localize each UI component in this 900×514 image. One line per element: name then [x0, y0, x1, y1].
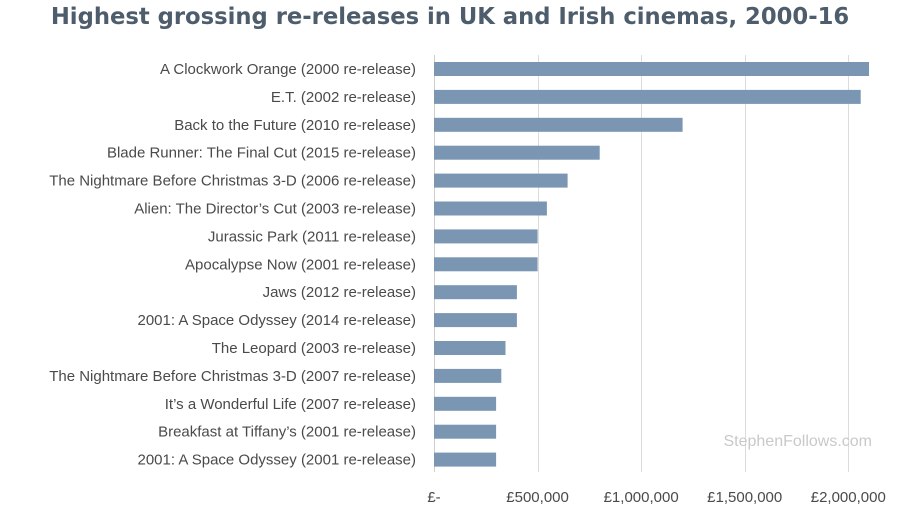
watermark: StephenFollows.com — [723, 433, 872, 450]
x-tick-label: £1,000,000 — [604, 489, 679, 506]
bar — [434, 368, 502, 383]
bar — [434, 285, 517, 300]
category-label: Back to the Future (2010 re-release) — [174, 117, 416, 134]
bar — [434, 173, 568, 188]
category-label: E.T. (2002 re-release) — [271, 89, 416, 106]
x-tick-label: £2,000,000 — [811, 489, 886, 506]
category-label: Jaws (2012 re-release) — [263, 284, 416, 301]
category-label: Alien: The Director’s Cut (2003 re-relea… — [134, 201, 416, 218]
category-label: Blade Runner: The Final Cut (2015 re-rel… — [107, 145, 416, 162]
bar — [434, 89, 861, 104]
x-tick-label: £500,000 — [506, 489, 569, 506]
bar — [434, 341, 506, 355]
bar — [434, 424, 497, 439]
category-label: The Nightmare Before Christmas 3-D (2007… — [49, 368, 416, 385]
category-label: Breakfast at Tiffany’s (2001 re-release) — [158, 424, 416, 441]
bar — [434, 229, 538, 244]
category-label: 2001: A Space Odyssey (2001 re-release) — [138, 452, 417, 469]
bars — [434, 62, 869, 467]
bar — [434, 62, 869, 76]
category-label: Jurassic Park (2011 re-release) — [208, 228, 416, 245]
category-labels: A Clockwork Orange (2000 re-release) E.T.… — [49, 61, 416, 469]
bar — [434, 313, 517, 328]
category-label: The Nightmare Before Christmas 3-D (2006… — [49, 173, 416, 190]
x-axis-tick-labels: £- £500,000 £1,000,000 £1,500,000 £2,000,000 — [427, 489, 885, 506]
bar — [434, 201, 547, 216]
category-label: The Leopard (2003 re-release) — [212, 340, 416, 357]
category-label: Apocalypse Now (2001 re-release) — [185, 256, 416, 273]
chart-title: Highest grossing re-releases in UK and I… — [50, 4, 850, 30]
category-label: 2001: A Space Odyssey (2014 re-release) — [138, 312, 417, 329]
bar — [434, 396, 497, 411]
bar — [434, 452, 497, 467]
x-tick-label: £- — [427, 489, 440, 506]
x-tick-label: £1,500,000 — [707, 489, 782, 506]
category-label: It’s a Wonderful Life (2007 re-release) — [165, 396, 416, 413]
bar — [434, 117, 683, 132]
category-label: A Clockwork Orange (2000 re-release) — [160, 61, 416, 78]
bar — [434, 145, 600, 160]
bar — [434, 257, 538, 272]
